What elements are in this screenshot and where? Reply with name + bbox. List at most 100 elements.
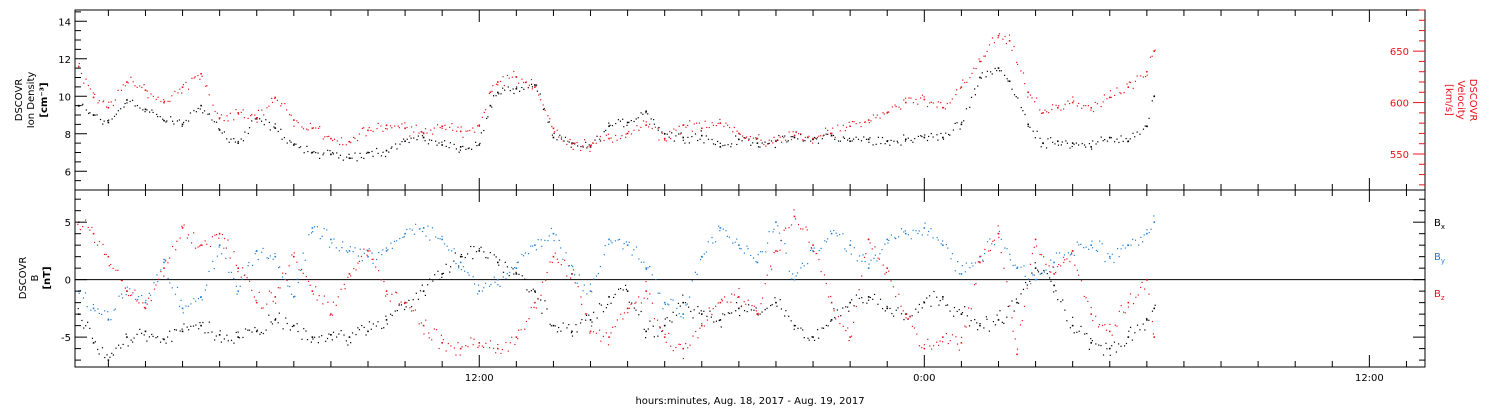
b-x-sample bbox=[220, 341, 223, 343]
ion-density-sample bbox=[365, 152, 368, 154]
velocity-sample bbox=[1149, 56, 1152, 58]
b-y-sample bbox=[595, 275, 598, 277]
b-z-sample bbox=[1083, 295, 1085, 298]
ion-density-sample bbox=[339, 154, 342, 156]
b-z-point bbox=[571, 273, 573, 275]
velocity-sample bbox=[212, 104, 214, 106]
b-x-sample bbox=[268, 314, 270, 316]
b-x-sample bbox=[822, 327, 825, 329]
ion-density-sample bbox=[1104, 139, 1106, 141]
b-y-sample bbox=[842, 233, 844, 235]
b-x-sample bbox=[966, 315, 968, 317]
b-z-sample bbox=[635, 301, 637, 303]
b-y-sample bbox=[1091, 240, 1093, 242]
b-y-sample bbox=[815, 252, 817, 255]
b-z-point bbox=[997, 232, 1000, 235]
velocity-point bbox=[608, 137, 610, 140]
velocity-point bbox=[404, 127, 406, 130]
b-z-sample bbox=[605, 332, 607, 334]
b-y-sample bbox=[1014, 264, 1016, 266]
b-y-sample bbox=[125, 293, 127, 296]
b-x-sample bbox=[766, 307, 768, 309]
b-x-point bbox=[1053, 284, 1055, 287]
b-y-sample bbox=[1004, 247, 1006, 249]
ion-density-sample bbox=[303, 152, 305, 154]
velocity-sample bbox=[530, 78, 533, 81]
b-z-sample bbox=[347, 276, 349, 278]
ion-density-sample bbox=[221, 132, 223, 134]
b-x-point bbox=[1127, 336, 1130, 338]
b-x-sample bbox=[434, 274, 436, 276]
b-z-sample bbox=[79, 228, 81, 231]
ion-density-sample bbox=[872, 144, 874, 146]
b-y-sample bbox=[803, 265, 805, 267]
b-z-sample bbox=[318, 294, 320, 297]
b-z-sample bbox=[808, 241, 810, 243]
b-x-sample bbox=[345, 340, 347, 342]
velocity-sample bbox=[380, 125, 382, 127]
b-z-sample bbox=[545, 279, 547, 281]
b-y-sample bbox=[707, 241, 709, 243]
b-z-point bbox=[979, 261, 981, 264]
b-z-sample bbox=[143, 306, 146, 309]
b-y-sample bbox=[1120, 248, 1122, 250]
b-x-sample bbox=[985, 316, 987, 318]
b-z-sample bbox=[300, 268, 303, 271]
velocity-sample bbox=[1081, 107, 1083, 109]
velocity-sample bbox=[605, 134, 607, 136]
velocity-sample bbox=[1022, 72, 1025, 74]
b-y-sample bbox=[182, 312, 184, 314]
ion-density-sample bbox=[313, 151, 315, 153]
b-x-sample bbox=[421, 284, 423, 286]
velocity-sample bbox=[788, 131, 790, 133]
b-z-sample bbox=[477, 346, 479, 349]
b-y-point bbox=[515, 267, 518, 269]
density-tick-label: 8 bbox=[65, 130, 71, 141]
b-z-point bbox=[793, 215, 796, 218]
b-y-sample bbox=[647, 267, 649, 269]
velocity-point bbox=[1090, 106, 1093, 109]
b-z-sample bbox=[132, 292, 134, 294]
b-z-sample bbox=[837, 316, 839, 318]
b-x-sample bbox=[619, 287, 622, 290]
velocity-sample bbox=[882, 112, 884, 114]
b-y-sample bbox=[107, 318, 110, 320]
b-y-sample bbox=[680, 316, 682, 318]
ion-density-sample bbox=[410, 137, 412, 139]
velocity-sample bbox=[1154, 49, 1156, 51]
velocity-sample bbox=[691, 130, 693, 132]
b-x-sample bbox=[312, 338, 314, 340]
ion-density-sample bbox=[678, 133, 680, 135]
b-z-sample bbox=[745, 303, 747, 305]
velocity-sample bbox=[114, 99, 117, 101]
b-x-sample bbox=[152, 335, 154, 338]
b-x-sample bbox=[396, 310, 398, 312]
velocity-sample bbox=[218, 118, 221, 120]
b-y-sample bbox=[375, 258, 378, 261]
b-x-sample bbox=[487, 257, 489, 259]
ion-density-sample bbox=[92, 114, 95, 116]
b-y-sample bbox=[553, 239, 555, 242]
b-x-point bbox=[126, 336, 128, 338]
ion-density-sample bbox=[852, 138, 855, 140]
velocity-sample bbox=[424, 128, 427, 130]
b-z-sample bbox=[489, 347, 491, 349]
b-x-point bbox=[1153, 307, 1156, 310]
b-z-sample bbox=[1116, 325, 1118, 327]
b-y-sample bbox=[163, 258, 165, 261]
b-y-sample bbox=[493, 276, 495, 278]
b-y-point bbox=[293, 296, 295, 298]
velocity-sample bbox=[898, 106, 900, 108]
b-y-sample bbox=[352, 250, 354, 253]
b-legend-b-y: By bbox=[1434, 252, 1445, 265]
b-y-point bbox=[534, 244, 536, 246]
b-y-point bbox=[812, 250, 814, 252]
ion-density-sample bbox=[479, 142, 481, 144]
ion-density-sample bbox=[342, 159, 344, 161]
b-y-sample bbox=[1050, 259, 1052, 261]
b-y-sample bbox=[555, 234, 557, 236]
velocity-sample bbox=[599, 135, 601, 138]
velocity-sample bbox=[1029, 94, 1032, 96]
b-z-point bbox=[960, 342, 963, 344]
velocity-sample bbox=[301, 126, 303, 128]
